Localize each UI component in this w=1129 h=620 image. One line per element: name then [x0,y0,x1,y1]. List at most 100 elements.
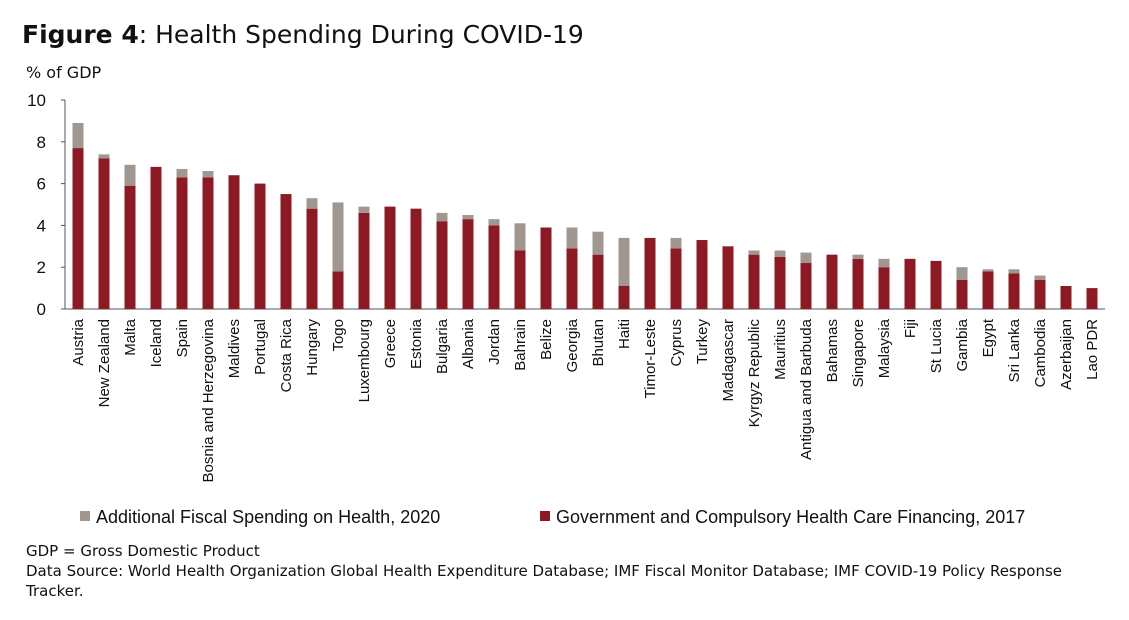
bar-government-2017 [254,183,266,309]
legend-swatch-additional [80,511,90,521]
y-axis-unit-label: % of GDP [26,63,102,82]
bar-government-2017 [1060,286,1072,309]
x-category-label: Haiti [616,319,633,349]
x-category-label: Antigua and Barbuda [798,318,815,460]
bar-government-2017 [774,256,786,309]
bar-additional-2020 [306,198,318,209]
x-category-label: Kyrgyz Republic [746,319,763,428]
x-category-label: Spain [174,319,191,357]
x-category-label: Belize [538,319,555,360]
bar-government-2017 [644,237,656,309]
bar-additional-2020 [956,267,968,280]
bar-government-2017 [436,221,448,309]
x-category-label: Luxembourg [356,319,373,402]
legend-swatch-government [540,511,550,521]
x-category-label: Fiji [902,319,919,338]
bar-additional-2020 [72,122,84,149]
y-tick-label: 10 [27,91,46,110]
bar-additional-2020 [124,164,136,186]
y-tick-label: 0 [37,300,46,319]
x-category-label: Malaysia [876,318,893,378]
stacked-bar-chart: 0 2 4 6 8 10 Austria New Zealand Malta Iceland Spa… [27,91,1105,527]
bar-government-2017 [280,194,292,309]
bar-government-2017 [930,260,942,309]
bar-government-2017 [124,185,136,309]
bar-additional-2020 [1034,275,1046,280]
bar-government-2017 [514,250,526,309]
bar-government-2017 [1008,273,1020,309]
bar-government-2017 [176,177,188,309]
x-category-label: Bulgaria [434,318,451,374]
bar-government-2017 [488,225,500,309]
y-tick-label: 6 [37,175,46,194]
x-category-label: Lao PDR [1084,319,1101,380]
x-category-label: Mauritius [772,319,789,380]
x-category-label: Bahrain [512,319,529,371]
bar-additional-2020 [202,171,214,178]
bar-additional-2020 [488,219,500,226]
x-category-label: Portugal [252,319,269,375]
x-category-label: Georgia [564,318,581,372]
bar-additional-2020 [878,258,890,268]
x-category-label: New Zealand [96,319,113,407]
bar-government-2017 [358,212,370,309]
bar-government-2017 [462,219,474,309]
bar-government-2017 [592,254,604,309]
legend-label-government: Government and Compulsory Health Care Fi… [556,507,1025,527]
bar-government-2017 [878,267,890,309]
x-category-label: Iceland [148,319,165,367]
bar-government-2017 [540,227,552,309]
x-category-label: Greece [382,319,399,368]
bar-government-2017 [982,271,994,309]
y-tick-label: 8 [37,133,46,152]
bar-additional-2020 [358,206,370,213]
bar-government-2017 [332,271,344,309]
x-category-label: Austria [70,318,87,365]
bar-additional-2020 [748,250,760,255]
x-category-label: Jordan [486,319,503,365]
figure-number: Figure 4 [22,20,139,49]
bar-additional-2020 [514,223,526,251]
bar-government-2017 [956,279,968,309]
x-category-label: Bahamas [824,319,841,382]
bar-government-2017 [384,206,396,309]
bar-government-2017 [150,166,162,309]
bar-additional-2020 [774,250,786,257]
bar-government-2017 [98,158,110,309]
bar-government-2017 [618,286,630,309]
bar-additional-2020 [852,254,864,259]
x-category-label: Malta [122,318,139,355]
bar-government-2017 [670,248,682,309]
x-category-label: St Lucia [928,318,945,373]
x-category-label: Gambia [954,318,971,371]
x-category-label: Togo [330,319,347,352]
bar-additional-2020 [332,202,344,272]
x-category-label: Costa Rica [278,318,295,392]
x-category-label: Madagascar [720,319,737,402]
bar-additional-2020 [566,227,578,249]
bar-additional-2020 [618,237,630,287]
x-category-label: Bosnia and Herzegovina [200,318,217,482]
bar-government-2017 [202,177,214,309]
bar-government-2017 [1086,288,1098,309]
x-category-label: Singapore [850,319,867,387]
y-tick-label: 2 [37,258,46,277]
figure-title: Figure 4: Health Spending During COVID-1… [22,20,584,49]
y-tick-label: 4 [37,216,46,235]
bar-additional-2020 [98,154,110,159]
legend-label-additional: Additional Fiscal Spending on Health, 20… [96,507,440,527]
bar-government-2017 [1034,279,1046,309]
x-category-label: Bhutan [590,319,607,367]
bar-government-2017 [826,254,838,309]
bar-additional-2020 [592,231,604,255]
bar-government-2017 [800,263,812,309]
bar-additional-2020 [176,168,188,178]
bar-additional-2020 [436,212,448,222]
bar-government-2017 [748,254,760,309]
bar-additional-2020 [982,269,994,272]
bar-government-2017 [852,258,864,309]
bar-government-2017 [410,208,422,309]
bar-government-2017 [566,248,578,309]
footnote-data-source: Data Source: World Health Organization G… [26,562,1062,600]
bar-government-2017 [228,175,240,309]
